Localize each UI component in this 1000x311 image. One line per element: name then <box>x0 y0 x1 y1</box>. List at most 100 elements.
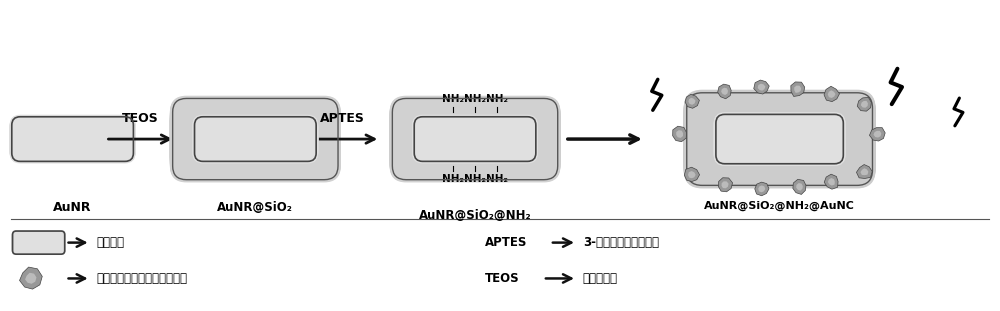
FancyBboxPatch shape <box>16 130 129 148</box>
FancyBboxPatch shape <box>15 128 131 150</box>
FancyBboxPatch shape <box>714 113 846 165</box>
FancyBboxPatch shape <box>12 233 66 252</box>
FancyBboxPatch shape <box>11 119 135 159</box>
FancyBboxPatch shape <box>10 117 136 161</box>
FancyBboxPatch shape <box>197 126 314 152</box>
FancyBboxPatch shape <box>173 112 338 166</box>
Text: AuNR@SiO₂@NH₂@AuNC: AuNR@SiO₂@NH₂@AuNC <box>704 201 855 211</box>
FancyBboxPatch shape <box>417 128 533 150</box>
FancyBboxPatch shape <box>394 115 556 163</box>
Polygon shape <box>857 97 871 111</box>
Polygon shape <box>796 183 803 191</box>
FancyBboxPatch shape <box>170 100 341 178</box>
FancyBboxPatch shape <box>12 232 66 254</box>
Text: TEOS: TEOS <box>485 272 520 285</box>
FancyBboxPatch shape <box>717 123 843 156</box>
Text: APTES: APTES <box>320 112 365 125</box>
FancyBboxPatch shape <box>717 123 842 155</box>
Text: 牛血清蛋白修饰的金纳米团簇: 牛血清蛋白修饰的金纳米团簇 <box>97 272 188 285</box>
Polygon shape <box>722 181 729 188</box>
FancyBboxPatch shape <box>390 102 560 176</box>
Polygon shape <box>721 88 728 95</box>
FancyBboxPatch shape <box>715 120 844 158</box>
FancyBboxPatch shape <box>12 233 66 253</box>
Text: 正硅酸乙酯: 正硅酸乙酯 <box>583 272 618 285</box>
Text: NH₂: NH₂ <box>464 174 486 184</box>
FancyBboxPatch shape <box>715 118 845 160</box>
Polygon shape <box>828 90 836 98</box>
FancyBboxPatch shape <box>414 123 536 156</box>
FancyBboxPatch shape <box>170 104 341 174</box>
Text: NH₂: NH₂ <box>486 174 508 184</box>
FancyBboxPatch shape <box>192 116 318 162</box>
Polygon shape <box>873 131 881 137</box>
Text: AuNR: AuNR <box>53 201 92 214</box>
FancyBboxPatch shape <box>192 118 318 160</box>
Text: NH₂: NH₂ <box>442 174 464 184</box>
FancyBboxPatch shape <box>13 235 65 250</box>
FancyBboxPatch shape <box>419 131 531 147</box>
FancyBboxPatch shape <box>195 123 316 156</box>
FancyBboxPatch shape <box>196 125 315 153</box>
FancyBboxPatch shape <box>684 93 876 185</box>
FancyBboxPatch shape <box>14 126 132 153</box>
FancyBboxPatch shape <box>192 115 318 163</box>
FancyBboxPatch shape <box>14 126 131 152</box>
FancyBboxPatch shape <box>10 116 136 162</box>
Polygon shape <box>20 267 42 289</box>
FancyBboxPatch shape <box>720 129 840 149</box>
FancyBboxPatch shape <box>170 105 341 173</box>
Polygon shape <box>718 84 731 99</box>
FancyBboxPatch shape <box>13 125 132 153</box>
FancyBboxPatch shape <box>718 126 841 152</box>
FancyBboxPatch shape <box>10 115 136 163</box>
FancyBboxPatch shape <box>684 90 876 188</box>
FancyBboxPatch shape <box>716 121 843 157</box>
FancyBboxPatch shape <box>15 128 130 150</box>
Polygon shape <box>755 182 769 196</box>
FancyBboxPatch shape <box>412 117 538 161</box>
FancyBboxPatch shape <box>11 120 134 158</box>
FancyBboxPatch shape <box>684 94 876 184</box>
FancyBboxPatch shape <box>192 115 318 164</box>
FancyBboxPatch shape <box>720 130 839 148</box>
FancyBboxPatch shape <box>390 104 560 174</box>
FancyBboxPatch shape <box>689 112 871 167</box>
FancyBboxPatch shape <box>171 109 339 169</box>
FancyBboxPatch shape <box>688 110 871 168</box>
Polygon shape <box>824 86 839 102</box>
FancyBboxPatch shape <box>198 129 313 149</box>
FancyBboxPatch shape <box>12 230 66 255</box>
FancyBboxPatch shape <box>393 113 557 165</box>
FancyBboxPatch shape <box>192 117 318 161</box>
FancyBboxPatch shape <box>12 232 66 253</box>
FancyBboxPatch shape <box>10 118 136 161</box>
FancyBboxPatch shape <box>714 114 846 164</box>
Text: APTES: APTES <box>485 236 527 249</box>
FancyBboxPatch shape <box>417 127 533 151</box>
FancyBboxPatch shape <box>390 96 560 182</box>
FancyBboxPatch shape <box>175 115 336 163</box>
Polygon shape <box>673 126 686 142</box>
FancyBboxPatch shape <box>390 97 560 181</box>
Polygon shape <box>758 84 765 91</box>
FancyBboxPatch shape <box>170 100 341 179</box>
FancyBboxPatch shape <box>390 96 560 183</box>
Polygon shape <box>25 273 36 284</box>
FancyBboxPatch shape <box>690 115 869 163</box>
FancyBboxPatch shape <box>192 117 318 161</box>
FancyBboxPatch shape <box>415 124 535 154</box>
FancyBboxPatch shape <box>13 236 64 249</box>
FancyBboxPatch shape <box>170 101 341 177</box>
FancyBboxPatch shape <box>390 98 560 180</box>
FancyBboxPatch shape <box>10 115 136 163</box>
FancyBboxPatch shape <box>417 128 533 150</box>
FancyBboxPatch shape <box>16 131 129 147</box>
FancyBboxPatch shape <box>170 103 341 175</box>
Text: NH₂: NH₂ <box>442 94 464 104</box>
FancyBboxPatch shape <box>175 116 335 162</box>
FancyBboxPatch shape <box>390 104 560 174</box>
FancyBboxPatch shape <box>686 107 873 171</box>
FancyBboxPatch shape <box>12 231 66 254</box>
FancyBboxPatch shape <box>412 116 538 162</box>
